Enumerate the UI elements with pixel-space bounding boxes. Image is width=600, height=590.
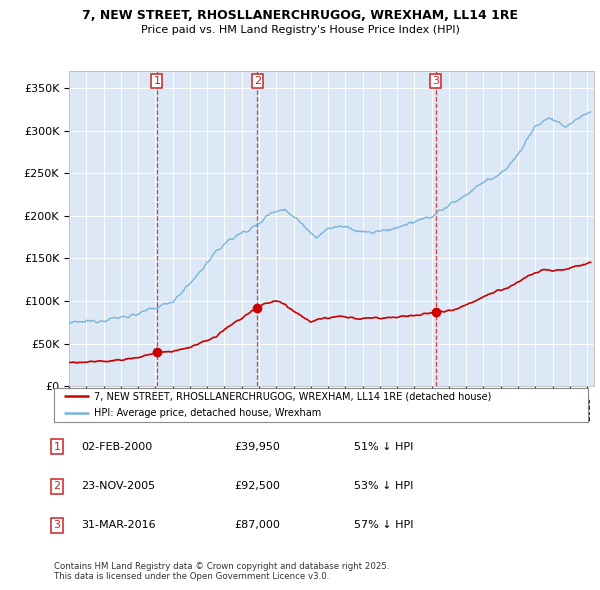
Text: 57% ↓ HPI: 57% ↓ HPI xyxy=(354,520,413,530)
Text: HPI: Average price, detached house, Wrexham: HPI: Average price, detached house, Wrex… xyxy=(94,408,322,418)
Text: 7, NEW STREET, RHOSLLANERCHRUGOG, WREXHAM, LL14 1RE: 7, NEW STREET, RHOSLLANERCHRUGOG, WREXHA… xyxy=(82,9,518,22)
Text: 1: 1 xyxy=(53,442,61,452)
Text: Contains HM Land Registry data © Crown copyright and database right 2025.
This d: Contains HM Land Registry data © Crown c… xyxy=(54,562,389,581)
Text: Price paid vs. HM Land Registry's House Price Index (HPI): Price paid vs. HM Land Registry's House … xyxy=(140,25,460,35)
Text: 3: 3 xyxy=(53,520,61,530)
Text: 23-NOV-2005: 23-NOV-2005 xyxy=(81,481,155,491)
Text: 51% ↓ HPI: 51% ↓ HPI xyxy=(354,442,413,452)
Text: £92,500: £92,500 xyxy=(234,481,280,491)
Text: £39,950: £39,950 xyxy=(234,442,280,452)
Text: 2: 2 xyxy=(53,481,61,491)
Text: 1: 1 xyxy=(154,76,160,86)
Text: 31-MAR-2016: 31-MAR-2016 xyxy=(81,520,155,530)
Text: 3: 3 xyxy=(433,76,439,86)
Text: 2: 2 xyxy=(254,76,261,86)
Text: £87,000: £87,000 xyxy=(234,520,280,530)
Text: 7, NEW STREET, RHOSLLANERCHRUGOG, WREXHAM, LL14 1RE (detached house): 7, NEW STREET, RHOSLLANERCHRUGOG, WREXHA… xyxy=(94,391,491,401)
Text: 02-FEB-2000: 02-FEB-2000 xyxy=(81,442,152,452)
Text: 53% ↓ HPI: 53% ↓ HPI xyxy=(354,481,413,491)
